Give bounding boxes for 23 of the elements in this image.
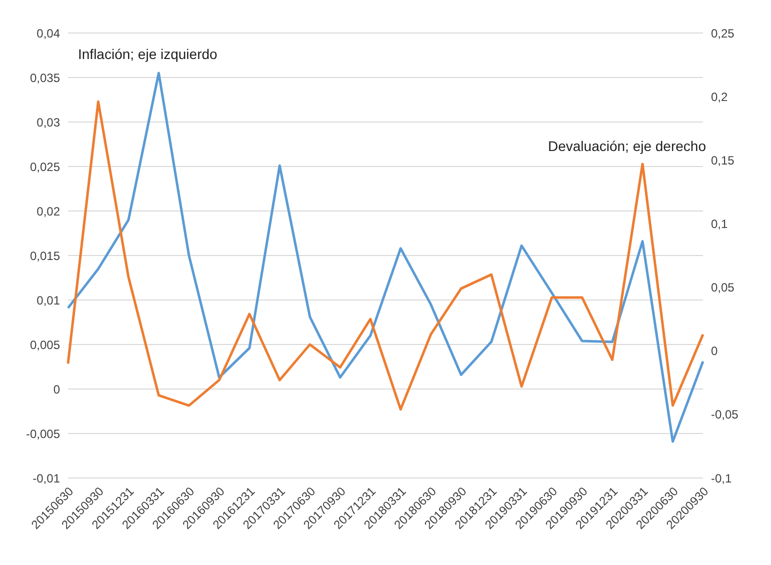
- series-label: Devaluación; eje derecho: [548, 138, 706, 154]
- y-tick-label: 0,005: [30, 338, 60, 352]
- y-tick-label: 0,04: [36, 26, 60, 40]
- y2-tick-label: 0,05: [711, 280, 735, 295]
- y2-tick-label: 0,2: [711, 90, 728, 104]
- series-label: Inflación; eje izquierdo: [78, 46, 218, 62]
- y2-tick-label: 0,15: [711, 153, 735, 168]
- y-tick-label: 0,015: [30, 248, 60, 263]
- line-series: [66, 100, 704, 411]
- y-tick-label: 0,02: [36, 204, 60, 218]
- line-series: [66, 72, 704, 443]
- y-tick-label: 0,01: [36, 293, 60, 308]
- y2-tick-label: -0,05: [711, 408, 739, 422]
- y-tick-label: -0,01: [32, 471, 60, 486]
- y2-tick-label: 0: [711, 344, 718, 358]
- y2-tick-label: 0,1: [711, 216, 728, 231]
- y-tick-label: 0,03: [36, 115, 60, 130]
- y2-tick-label: 0,25: [711, 26, 735, 40]
- y-tick-label: 0: [53, 382, 60, 396]
- y2-tick-label: -0,1: [711, 471, 732, 486]
- y-tick-label: 0,025: [30, 160, 60, 174]
- y-tick-label: 0,035: [30, 70, 60, 85]
- y-tick-label: -0,005: [26, 426, 60, 441]
